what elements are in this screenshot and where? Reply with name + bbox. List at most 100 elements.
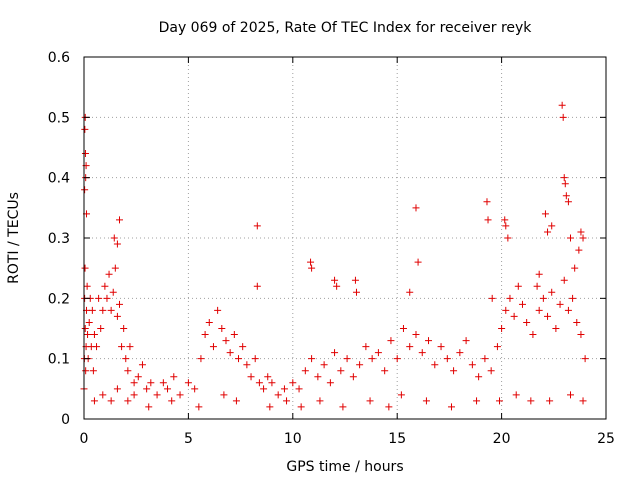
data-point: [456, 349, 464, 357]
data-point: [143, 385, 151, 393]
x-axis-label: GPS time / hours: [286, 459, 403, 475]
data-point: [280, 385, 288, 393]
data-point: [443, 355, 451, 363]
data-point: [81, 125, 89, 133]
data-point: [120, 325, 128, 332]
data-point: [113, 385, 121, 393]
data-point: [577, 228, 585, 236]
data-point: [101, 282, 109, 290]
data-point: [581, 355, 589, 363]
data-point: [232, 397, 240, 405]
data-point: [260, 385, 268, 393]
data-point: [268, 379, 276, 387]
data-point: [320, 361, 328, 369]
data-point: [82, 367, 90, 375]
data-point: [153, 391, 161, 399]
data-point: [548, 288, 556, 296]
data-point: [546, 397, 554, 405]
y-tick-label: 0.2: [48, 291, 70, 307]
data-point: [111, 264, 119, 272]
data-point: [331, 276, 339, 284]
data-point: [431, 361, 439, 369]
data-point: [502, 306, 510, 314]
data-point: [124, 367, 132, 375]
data-point: [484, 216, 492, 224]
data-point: [220, 391, 228, 399]
data-point: [84, 331, 92, 339]
data-point: [89, 367, 97, 375]
data-point: [126, 343, 134, 351]
data-point: [201, 331, 209, 339]
data-point: [122, 355, 130, 363]
data-point: [253, 282, 261, 290]
data-point: [197, 355, 205, 363]
data-point: [567, 391, 575, 399]
data-point: [339, 403, 347, 411]
data-point: [406, 288, 414, 296]
data-point: [559, 113, 567, 121]
data-point: [109, 288, 117, 296]
data-point: [567, 234, 575, 242]
data-point: [239, 343, 247, 351]
data-point: [90, 331, 98, 339]
data-point: [110, 234, 118, 242]
data-point: [343, 355, 351, 363]
data-point: [529, 331, 537, 339]
data-point: [558, 101, 566, 109]
data-point: [253, 222, 261, 230]
data-point: [205, 318, 213, 326]
data-point: [349, 373, 357, 381]
data-point: [93, 343, 101, 351]
data-point: [518, 300, 526, 308]
data-point: [483, 198, 491, 206]
data-point: [552, 325, 560, 332]
data-point: [366, 397, 374, 405]
data-point: [115, 300, 123, 308]
y-tick-label: 0: [61, 412, 70, 428]
data-point: [506, 294, 514, 302]
data-point: [535, 270, 543, 278]
y-tick-label: 0.6: [48, 50, 70, 66]
data-point: [243, 361, 251, 369]
data-point: [397, 391, 405, 399]
data-point: [541, 210, 549, 218]
data-point: [145, 403, 153, 411]
data-point: [535, 306, 543, 314]
data-point: [81, 325, 89, 332]
data-point: [289, 379, 297, 387]
data-point: [97, 325, 105, 332]
data-point: [473, 397, 481, 405]
data-point: [573, 318, 581, 326]
data-point: [214, 306, 222, 314]
y-tick-label: 0.5: [48, 110, 70, 126]
data-point: [512, 391, 520, 399]
data-point: [569, 294, 577, 302]
data-point: [81, 150, 89, 158]
data-point: [218, 325, 226, 332]
data-point: [103, 294, 111, 302]
data-point: [577, 331, 585, 339]
x-tick-label: 0: [80, 431, 89, 447]
data-point: [462, 337, 470, 345]
data-point: [113, 240, 121, 248]
data-point: [235, 355, 243, 363]
data-point: [544, 228, 552, 236]
data-point: [385, 403, 393, 411]
data-point: [560, 174, 568, 182]
data-point: [579, 234, 587, 242]
data-point: [85, 318, 93, 326]
data-point: [571, 264, 579, 272]
data-point: [523, 318, 531, 326]
data-point: [393, 355, 401, 363]
data-point: [130, 391, 138, 399]
data-point: [412, 204, 420, 212]
data-point: [564, 306, 572, 314]
data-point: [83, 282, 91, 290]
data-point: [222, 337, 230, 345]
data-point: [333, 282, 341, 290]
data-point: [195, 403, 203, 411]
data-point: [575, 246, 583, 254]
data-point: [510, 312, 518, 320]
